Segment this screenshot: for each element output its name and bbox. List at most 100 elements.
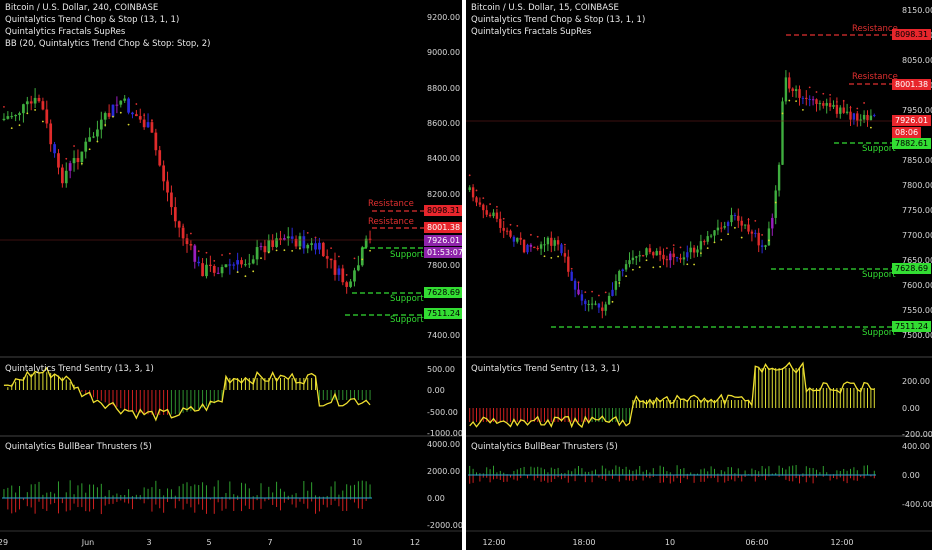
candle	[111, 104, 115, 117]
candle	[696, 249, 699, 253]
chart-pane-15m[interactable]: 8150.008100.008050.008000.007950.007850.…	[466, 0, 932, 550]
trail-stop-dot	[73, 145, 75, 147]
price-tag-resistance-2: 8001.38	[424, 222, 464, 233]
candle	[798, 89, 801, 98]
candle	[345, 282, 349, 287]
trail-stop-dot	[659, 265, 661, 268]
price-axis-label: 7650.00	[902, 256, 932, 265]
candle	[686, 252, 689, 258]
candle	[689, 247, 692, 253]
trail-stop-dot	[598, 294, 600, 297]
trail-stop-dot	[618, 282, 621, 284]
candle	[777, 164, 781, 191]
trail-stop-dot	[632, 268, 634, 271]
trail-stop-dot	[189, 232, 192, 235]
symbol-title[interactable]: Bitcoin / U.S. Dollar, 15, COINBASE	[471, 3, 619, 13]
thrusters-legend[interactable]: Quintalytics BullBear Thrusters (5)	[471, 442, 618, 452]
trail-stop-dot	[706, 247, 709, 250]
candle	[244, 264, 247, 266]
candle	[516, 237, 519, 242]
trail-stop-dot	[604, 291, 607, 294]
trail-stop-dot	[80, 162, 83, 165]
candle	[771, 217, 774, 229]
candle	[577, 289, 580, 295]
candle	[177, 221, 181, 228]
candle	[641, 255, 645, 257]
candle	[240, 260, 243, 265]
candle	[99, 119, 103, 130]
thrusters-legend[interactable]: Quintalytics BullBear Thrusters (5)	[5, 442, 152, 452]
chart-4h-canvas[interactable]: 9200.00 9000.00 8800.00 8600.00 8400.00 8200.…	[0, 0, 462, 550]
sentry-axis-label: 0.00	[427, 386, 445, 395]
trail-stop-dot	[41, 120, 44, 123]
candle	[703, 241, 706, 243]
candle	[842, 107, 845, 113]
price-axis-label: 9200.00	[427, 13, 460, 22]
trail-stop-dot	[700, 252, 702, 255]
indicator-legend-trend-chop[interactable]: Quintalytics Trend Chop & Stop (13, 1, 1…	[471, 15, 646, 25]
candle	[788, 77, 791, 89]
candle	[337, 268, 341, 275]
indicator-legend-bb[interactable]: BB (20, Quintalytics Trend Chop & Stop: …	[5, 39, 211, 49]
candle	[22, 104, 25, 114]
time-axis-label: 29	[0, 538, 8, 547]
candle	[488, 214, 492, 217]
candle	[828, 103, 832, 107]
trail-stop-dot	[713, 241, 716, 244]
candle	[590, 303, 594, 305]
trail-stop-dot	[468, 174, 471, 177]
sentry-axis-label: -200.00	[902, 430, 932, 439]
price-axis-label: 7600.00	[902, 281, 932, 290]
candle	[692, 247, 696, 253]
candle	[96, 129, 99, 137]
candle	[25, 101, 29, 105]
candle	[310, 243, 313, 245]
candle	[205, 264, 208, 277]
candle	[805, 97, 808, 100]
chart-15m-canvas[interactable]: 8150.008100.008050.008000.007950.007850.…	[466, 0, 932, 550]
indicator-legend-fractals[interactable]: Quintalytics Fractals SupRes	[471, 27, 592, 37]
candle	[709, 235, 713, 237]
trail-stop-dot	[221, 254, 223, 256]
price-tag-last: 7926.01	[892, 115, 932, 126]
candle	[364, 238, 368, 248]
candle	[236, 260, 239, 265]
candle	[45, 109, 49, 124]
indicator-legend-trend-chop[interactable]: Quintalytics Trend Chop & Stop (13, 1, 1…	[5, 15, 180, 25]
candle	[14, 115, 17, 117]
price-tag-resistance-2: 8001.38	[892, 79, 932, 90]
candle	[723, 226, 726, 228]
trail-stop-dot	[747, 218, 750, 221]
candle	[679, 257, 682, 260]
sentry-legend[interactable]: Quintalytics Trend Sentry (13, 3, 1)	[471, 364, 620, 374]
price-axis-label: 7400.00	[427, 331, 460, 340]
thrusters-axis-label: 0.00	[427, 494, 445, 503]
trail-stop-dot	[197, 250, 200, 253]
candle	[84, 141, 88, 152]
symbol-title[interactable]: Bitcoin / U.S. Dollar, 240, COINBASE	[5, 3, 159, 13]
candle	[482, 204, 485, 211]
resistance-label: Resistance	[852, 24, 898, 34]
price-axis-label: 7950.00	[902, 106, 932, 115]
candle	[263, 246, 267, 253]
candle	[743, 224, 747, 226]
trail-stop-dot	[795, 100, 797, 103]
candle	[519, 237, 522, 240]
pane-divider[interactable]	[462, 0, 466, 550]
trail-stop-dot	[509, 223, 512, 226]
candle	[856, 113, 859, 121]
trail-stop-dot	[557, 255, 559, 258]
price-axis-label: 9000.00	[427, 48, 460, 57]
chart-pane-4h[interactable]: 9200.00 9000.00 8800.00 8600.00 8400.00 8200.…	[0, 0, 466, 550]
indicator-legend-fractals[interactable]: Quintalytics Fractals SupRes	[5, 27, 126, 37]
trail-stop-dot	[10, 127, 13, 130]
candle	[570, 271, 573, 281]
trail-stop-dot	[781, 112, 784, 115]
candle	[146, 122, 150, 128]
candle	[360, 247, 364, 266]
candle	[587, 304, 590, 306]
candle	[353, 270, 356, 282]
sentry-legend[interactable]: Quintalytics Trend Sentry (13, 3, 1)	[5, 364, 154, 374]
candle	[107, 113, 111, 117]
candle	[560, 244, 563, 254]
